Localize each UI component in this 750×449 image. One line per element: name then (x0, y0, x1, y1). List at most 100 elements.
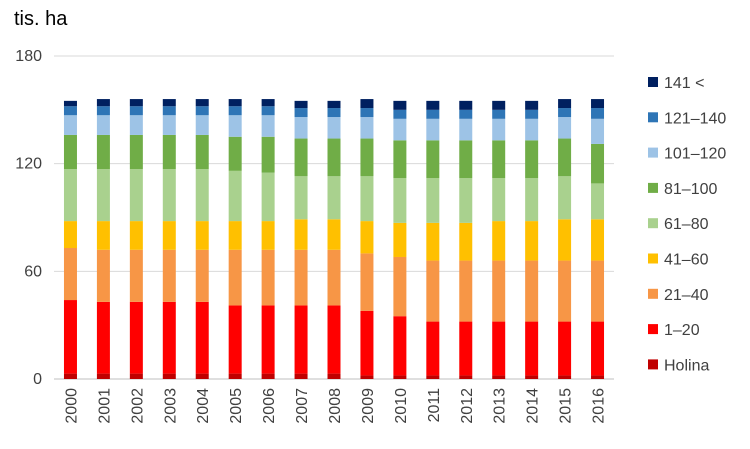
x-tick-label: 2004 (195, 388, 212, 424)
bar-segment (591, 143, 605, 184)
x-tick-label: 2007 (294, 388, 311, 424)
bar-segment (327, 138, 341, 177)
bar-segment (261, 172, 275, 222)
y-unit-label: tis. ha (14, 8, 68, 30)
legend-swatch (648, 182, 658, 193)
bar-segment (228, 115, 242, 137)
bar-segment (360, 176, 374, 222)
bar-segment (459, 375, 473, 379)
bar-segment (525, 140, 539, 179)
legend-swatch (648, 359, 658, 370)
bar-segment (261, 221, 275, 250)
bar-segment (393, 178, 407, 223)
bar-segment (96, 134, 110, 170)
bar-segment (360, 375, 374, 379)
bar-segment (327, 219, 341, 250)
x-tick-label: 2013 (492, 388, 509, 424)
bar-segment (426, 178, 440, 223)
bar-segment (393, 375, 407, 379)
bar-segment (261, 373, 275, 379)
y-tick-label: 180 (15, 48, 42, 65)
bar-segment (129, 169, 143, 222)
bar-segment (294, 249, 308, 306)
legend-label: 21–40 (664, 287, 709, 304)
legend-swatch (648, 253, 658, 264)
bar-segment (228, 305, 242, 374)
legend-swatch (648, 324, 658, 335)
y-tick-label: 60 (24, 263, 42, 280)
bar-segment (393, 256, 407, 317)
bar-segment (63, 169, 77, 222)
bar-segment (129, 373, 143, 379)
bar-segment (558, 219, 572, 261)
bar-segment (96, 301, 110, 374)
bar-segment (360, 99, 374, 109)
x-tick-label: 2002 (129, 388, 146, 424)
x-tick-label: 2015 (558, 388, 575, 424)
legend-swatch (648, 147, 658, 158)
bar-segment (558, 260, 572, 322)
bar-segment (525, 375, 539, 379)
bar-segment (492, 100, 506, 110)
bar-segment (426, 100, 440, 110)
bar-segment (96, 106, 110, 116)
legend-label: 101–120 (664, 146, 726, 163)
legend-label: 141 < (664, 75, 704, 92)
bar-segment (261, 99, 275, 107)
bar-segment (426, 118, 440, 141)
bar-segment (228, 170, 242, 222)
bar-segment (162, 115, 176, 135)
bar-segment (426, 140, 440, 179)
bar-segment (360, 310, 374, 376)
bar-segment (129, 134, 143, 170)
y-tick-label: 120 (15, 156, 42, 173)
x-tick-label: 2000 (63, 388, 80, 424)
bar-segment (558, 99, 572, 109)
bar-segment (459, 109, 473, 119)
legend-label: 1–20 (664, 322, 700, 339)
bar-segment (327, 373, 341, 379)
bar-segment (558, 375, 572, 379)
bar-segment (492, 375, 506, 379)
bar-segment (294, 373, 308, 379)
bar-segment (558, 108, 572, 118)
bar-segment (129, 115, 143, 135)
bar-segment (459, 260, 473, 322)
bar-segment (558, 138, 572, 177)
bar-segment (228, 249, 242, 306)
bar-segment (63, 373, 77, 379)
bar-segment (294, 100, 308, 109)
bar-segment (195, 169, 209, 222)
bar-segment (591, 321, 605, 376)
bar-segment (459, 178, 473, 223)
bar-segment (360, 117, 374, 139)
bar-segment (360, 108, 374, 118)
bar-segment (162, 301, 176, 374)
bar-segment (525, 100, 539, 110)
x-tick-label: 2001 (96, 388, 113, 424)
bar-segment (63, 106, 77, 116)
bar-segment (525, 221, 539, 261)
bar-segment (327, 176, 341, 220)
legend-swatch (648, 77, 658, 87)
bar-segment (426, 109, 440, 119)
bar-segment (459, 321, 473, 376)
legend-label: Holina (664, 357, 709, 374)
bar-segment (360, 253, 374, 311)
bar-segment (261, 106, 275, 116)
bar-segment (96, 221, 110, 250)
bar-segment (591, 219, 605, 261)
bar-segment (426, 321, 440, 376)
bar-segment (162, 169, 176, 222)
bar-segment (393, 118, 407, 141)
bar-segment (162, 373, 176, 379)
bar-segment (63, 248, 77, 301)
bar-segment (261, 305, 275, 374)
x-tick-label: 2011 (426, 388, 443, 423)
bar-segment (162, 221, 176, 250)
bar-segment (294, 219, 308, 250)
bar-segment (96, 169, 110, 222)
legend-swatch (648, 288, 658, 299)
bar-segment (360, 138, 374, 177)
